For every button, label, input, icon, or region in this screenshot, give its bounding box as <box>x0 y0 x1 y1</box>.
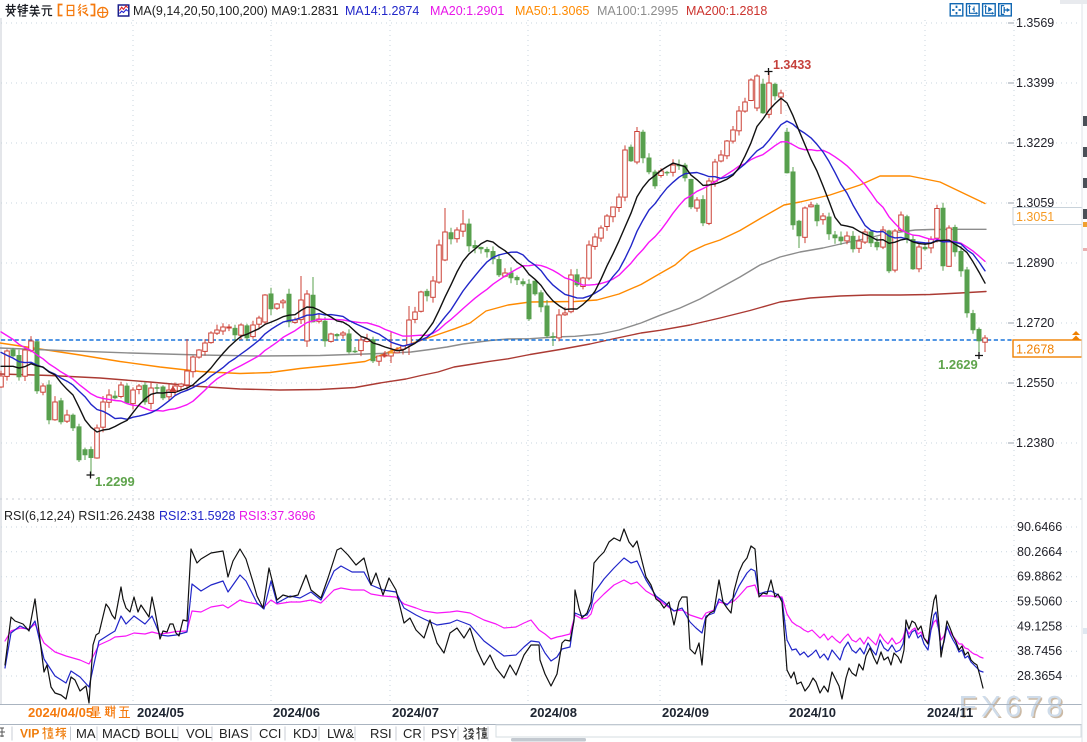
svg-text:RSI: RSI <box>370 726 392 741</box>
svg-text:59.5060: 59.5060 <box>1017 595 1062 609</box>
svg-text:2024/05: 2024/05 <box>137 705 184 720</box>
svg-text:MA(9,14,20,50,100,200) MA9:1.2: MA(9,14,20,50,100,200) MA9:1.2831 <box>133 4 339 18</box>
svg-text:28.3654: 28.3654 <box>1017 669 1062 683</box>
svg-text:90.6466: 90.6466 <box>1017 520 1062 534</box>
svg-text:FX678: FX678 <box>959 691 1067 724</box>
svg-text:1.3051: 1.3051 <box>1016 210 1054 224</box>
svg-text:1.2299: 1.2299 <box>95 474 135 489</box>
svg-text:2024/06: 2024/06 <box>273 705 320 720</box>
svg-text:MACD: MACD <box>102 726 140 741</box>
svg-text:2024/04/05: 2024/04/05 <box>28 705 93 720</box>
svg-text:1.3433: 1.3433 <box>773 58 811 72</box>
svg-text:38.7456: 38.7456 <box>1017 644 1062 658</box>
svg-text:69.8862: 69.8862 <box>1017 570 1062 584</box>
svg-text:BIAS: BIAS <box>219 726 249 741</box>
svg-text:2024/08: 2024/08 <box>530 705 577 720</box>
svg-text:80.2664: 80.2664 <box>1017 545 1062 559</box>
svg-text:CCI: CCI <box>259 726 281 741</box>
svg-text:CR: CR <box>403 726 422 741</box>
svg-text:2024/07: 2024/07 <box>392 705 439 720</box>
svg-text:VIP: VIP <box>20 727 39 741</box>
svg-text:MA100:1.2995: MA100:1.2995 <box>597 4 678 18</box>
svg-text:1.3569: 1.3569 <box>1016 16 1054 30</box>
svg-text:2024/09: 2024/09 <box>662 705 709 720</box>
svg-text:MA20:1.2901: MA20:1.2901 <box>430 4 504 18</box>
svg-text:FX678: FX678 <box>960 692 1068 725</box>
svg-text:MA200:1.2818: MA200:1.2818 <box>686 4 767 18</box>
svg-text:VOL: VOL <box>186 726 212 741</box>
svg-text:MA: MA <box>76 726 96 741</box>
svg-text:1.3229: 1.3229 <box>1016 136 1054 150</box>
svg-text:1.3059: 1.3059 <box>1016 196 1054 210</box>
svg-text:1.2629: 1.2629 <box>938 357 978 372</box>
svg-text:RSI(6,12,24) RSI1:26.2438: RSI(6,12,24) RSI1:26.2438 <box>4 509 155 523</box>
svg-text:1.3399: 1.3399 <box>1016 76 1054 90</box>
svg-text:KDJ: KDJ <box>293 726 318 741</box>
svg-text:1.2380: 1.2380 <box>1016 436 1054 450</box>
svg-text:49.1258: 49.1258 <box>1017 619 1062 633</box>
svg-text:2024/10: 2024/10 <box>789 705 836 720</box>
svg-text:1.2720: 1.2720 <box>1016 316 1054 330</box>
svg-text:2024/11: 2024/11 <box>927 705 973 720</box>
svg-text:1.2678: 1.2678 <box>1016 343 1054 357</box>
svg-text:LW&: LW& <box>327 726 355 741</box>
svg-text:RSI2:31.5928: RSI2:31.5928 <box>159 509 235 523</box>
svg-text:MA14:1.2874: MA14:1.2874 <box>345 4 419 18</box>
svg-text:PSY: PSY <box>431 726 457 741</box>
svg-text:BOLL: BOLL <box>145 726 178 741</box>
svg-text:MA50:1.3065: MA50:1.3065 <box>515 4 589 18</box>
svg-text:1.2890: 1.2890 <box>1016 256 1054 270</box>
svg-text:1.2550: 1.2550 <box>1016 376 1054 390</box>
svg-text:RSI3:37.3696: RSI3:37.3696 <box>239 509 315 523</box>
